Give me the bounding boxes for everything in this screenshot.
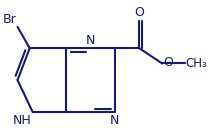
Text: Br: Br	[2, 13, 16, 26]
Text: O: O	[164, 56, 173, 69]
Text: N: N	[110, 114, 120, 127]
Text: CH₃: CH₃	[186, 57, 208, 70]
Text: N: N	[86, 34, 95, 47]
Text: O: O	[134, 6, 144, 19]
Text: NH: NH	[13, 114, 31, 127]
